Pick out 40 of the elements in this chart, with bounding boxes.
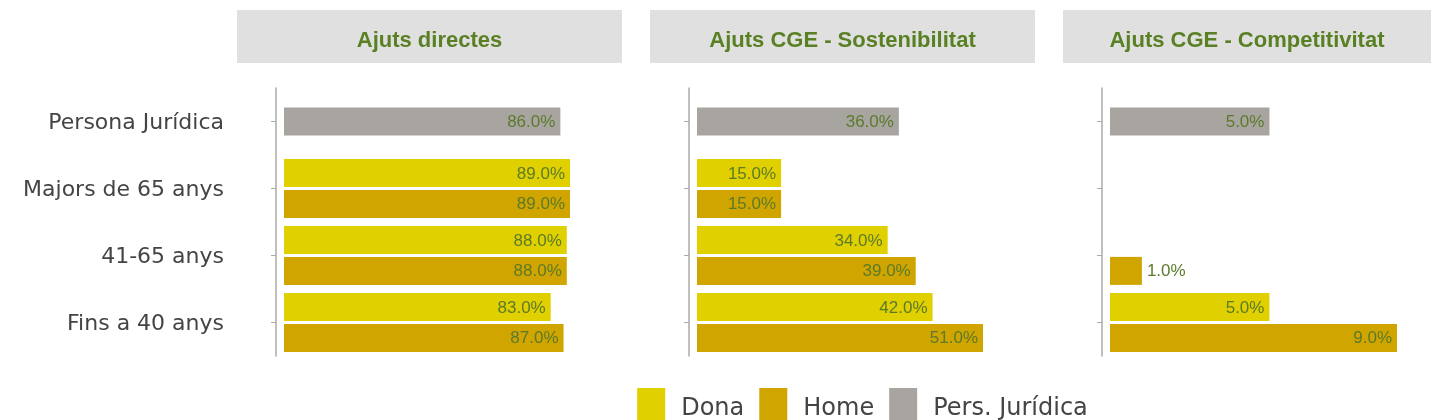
bar <box>697 226 888 255</box>
chart-title: Ajuts directes <box>356 26 503 53</box>
data-label: 5.0% <box>1225 297 1265 317</box>
data-label: 87.0% <box>510 328 559 348</box>
data-label: 15.0% <box>727 194 777 214</box>
bar <box>284 189 570 218</box>
data-label: 39.0% <box>862 261 911 281</box>
bar <box>284 256 567 285</box>
y-tick-label: Majors de 65 anys <box>23 176 224 201</box>
y-tick-label: Persona Jurídica <box>48 109 224 134</box>
data-label: 88.0% <box>513 261 562 281</box>
bar <box>697 293 933 322</box>
chart-title: Ajuts CGE - Sostenibilitat <box>709 26 976 53</box>
bar <box>697 323 983 352</box>
legend-label: Pers. Jurídica <box>933 392 1088 420</box>
bar <box>284 323 564 352</box>
data-label: 15.0% <box>727 163 777 183</box>
data-label: 51.0% <box>929 328 978 348</box>
bar <box>284 226 567 255</box>
data-label: 5.0% <box>1225 112 1265 131</box>
legend-label: Dona <box>681 392 745 420</box>
data-label: 89.0% <box>516 194 565 214</box>
legend-label: Home <box>803 392 875 420</box>
data-label: 42.0% <box>879 297 928 317</box>
data-label: 88.0% <box>513 230 562 250</box>
chart-title: Ajuts CGE - Competitivitat <box>1109 26 1385 53</box>
bar <box>284 293 551 322</box>
bar <box>284 159 570 188</box>
data-label: 34.0% <box>834 230 883 250</box>
data-label: 86.0% <box>507 112 556 131</box>
data-label: 9.0% <box>1353 328 1392 348</box>
data-label: 1.0% <box>1146 261 1186 281</box>
data-label: 36.0% <box>845 112 894 131</box>
bar <box>697 107 899 136</box>
bar <box>284 107 561 136</box>
y-tick-label: 41-65 anys <box>101 243 224 268</box>
y-tick-label: Fins a 40 anys <box>67 310 224 335</box>
bar <box>697 256 916 285</box>
data-label: 89.0% <box>516 163 565 183</box>
data-label: 83.0% <box>497 297 546 317</box>
